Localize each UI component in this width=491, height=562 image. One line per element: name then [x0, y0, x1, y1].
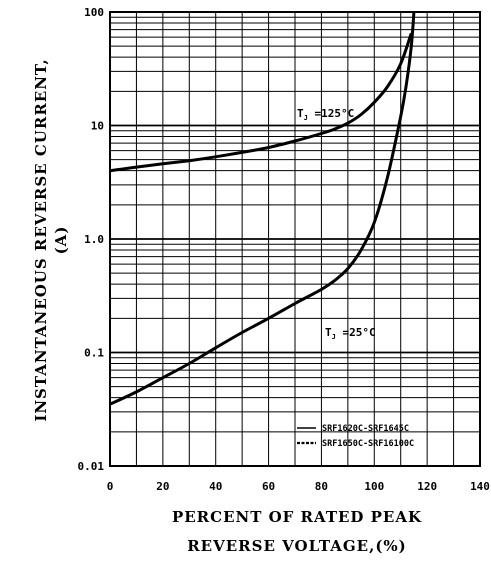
y-tick-label: 100	[84, 6, 104, 19]
y-tick-label: 1.0	[84, 233, 104, 246]
annotation-tj-125: TJ =125°C	[297, 107, 354, 122]
legend: SRF1620C-SRF1645C SRF1650C-SRF16100C	[297, 424, 414, 449]
series-line-1	[109, 11, 416, 406]
series-line-0	[109, 32, 413, 173]
x-tick-label: 80	[315, 480, 328, 493]
annotation-tj-25: TJ =25°C	[325, 326, 376, 341]
x-tick-label: 120	[417, 480, 437, 493]
y-tick-label: 10	[91, 120, 104, 133]
y-tick-label: 0.01	[78, 460, 105, 473]
curves	[109, 11, 416, 406]
y-tick-label: 0.1	[84, 347, 104, 360]
x-tick-label: 100	[364, 480, 384, 493]
tick-labels: 0 20 40 60 80 100 120 140 0.01 0.1 1.0 10 100	[78, 6, 490, 493]
x-tick-label: 20	[156, 480, 169, 493]
plot-frame	[109, 11, 481, 467]
y-axis-label-line-2: (A)	[52, 226, 70, 255]
x-tick-label: 0	[107, 480, 114, 493]
x-tick-label: 60	[262, 480, 275, 493]
x-tick-label: 40	[209, 480, 222, 493]
x-axis-label-line-1: PERCENT OF RATED PEAK	[172, 508, 422, 526]
grid-lines	[110, 11, 480, 467]
x-axis-label-line-2: REVERSE VOLTAGE,(%)	[187, 537, 407, 555]
legend-label-solid: SRF1620C-SRF1645C	[322, 424, 409, 434]
x-tick-label: 140	[470, 480, 490, 493]
y-axis-label-line-1: INSTANTANEOUS REVERSE CURRENT,	[32, 58, 50, 421]
legend-label-dashed: SRF1650C-SRF16100C	[322, 439, 414, 449]
